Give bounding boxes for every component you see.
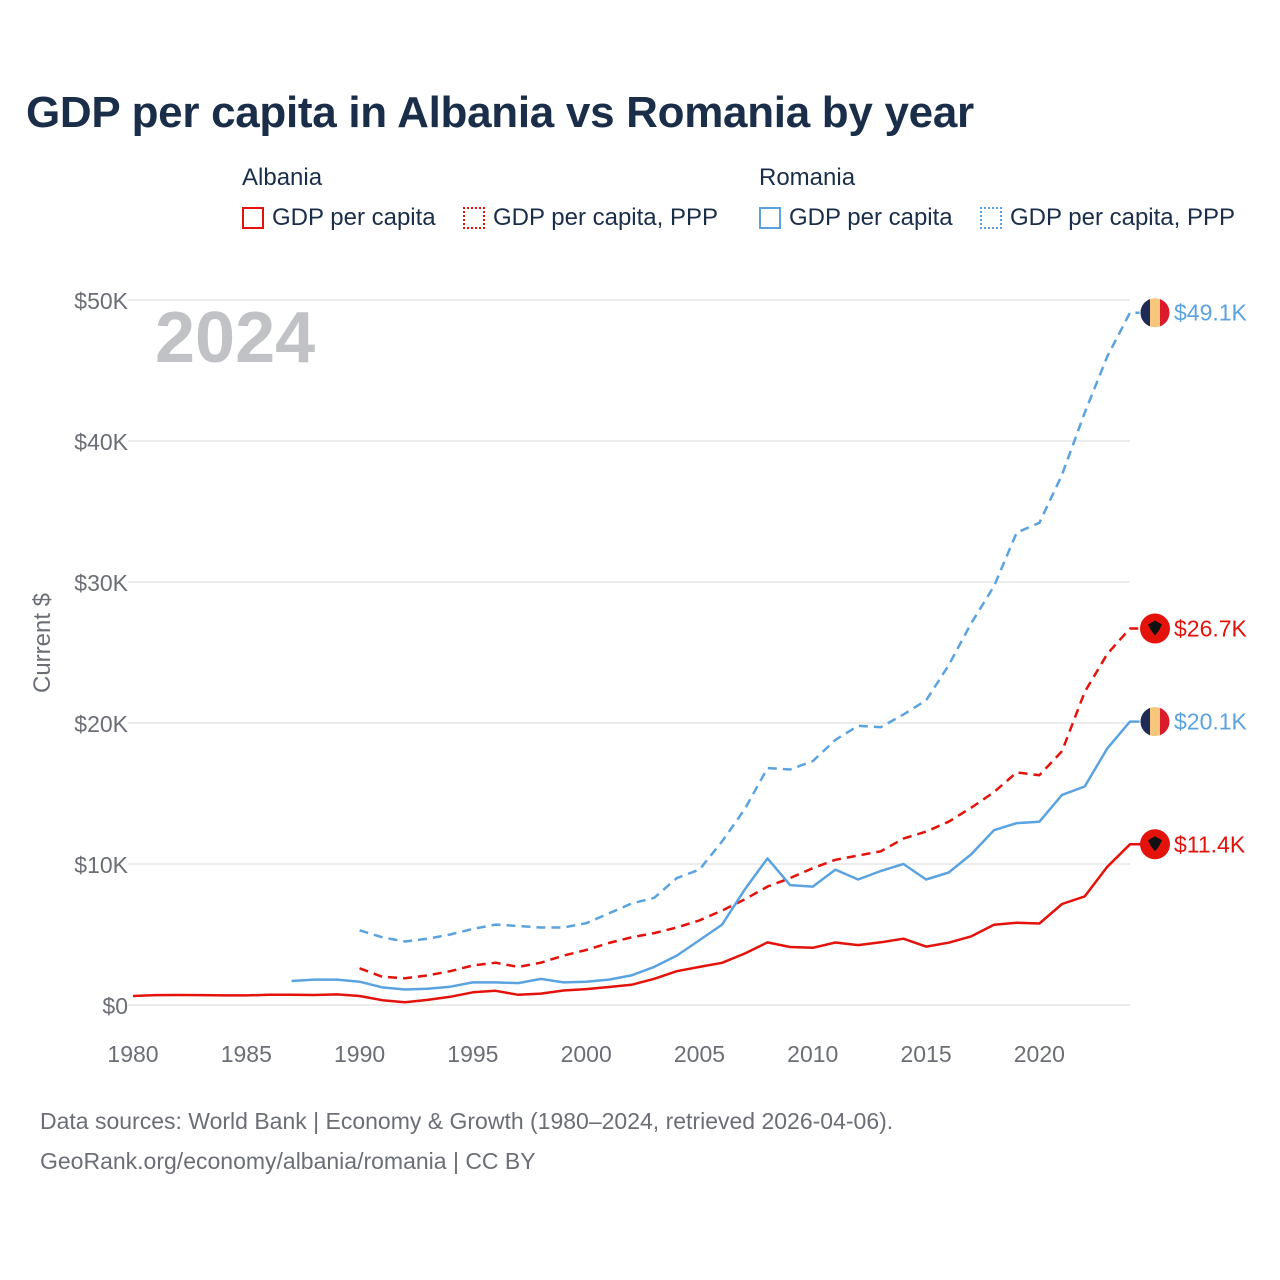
albania-flag-icon [1140, 829, 1170, 860]
legend-albania-gdp[interactable]: GDP per capita [242, 204, 436, 232]
series-end-label: $11.4K [1174, 831, 1246, 857]
x-tick-label: 1995 [447, 1041, 498, 1067]
legend-albania-gdp-ppp[interactable]: GDP per capita, PPP [463, 204, 718, 232]
x-tick-label: 2020 [1014, 1041, 1065, 1067]
legend-albania-title: Albania [242, 164, 323, 191]
x-tick-label: 2005 [674, 1041, 725, 1067]
legend-romania-gdp[interactable]: GDP per capita [759, 204, 953, 232]
y-tick-label: $40K [74, 429, 128, 455]
legend-label: GDP per capita [272, 204, 436, 231]
year-watermark: 2024 [155, 298, 315, 378]
series-layer [132, 311, 1141, 1004]
legend-label: GDP per capita, PPP [1010, 204, 1235, 231]
footer-url: GeoRank.org/economy/albania/romania | CC… [40, 1148, 536, 1174]
grid-layer [128, 299, 1130, 1006]
legend-label: GDP per capita, PPP [493, 204, 718, 231]
legend-label: GDP per capita [789, 204, 953, 231]
footer-sources: Data sources: World Bank | Economy & Gro… [40, 1108, 894, 1134]
romania-flag-icon [1139, 297, 1171, 329]
series-line[interactable] [359, 311, 1141, 943]
series-end-label: $20.1K [1174, 709, 1248, 735]
albania-flag-icon [1140, 613, 1170, 644]
x-tick-label: 1990 [334, 1041, 385, 1067]
series-end-label: $26.7K [1174, 616, 1248, 642]
series-end-label: $49.1K [1174, 300, 1248, 326]
series-line[interactable] [291, 720, 1141, 991]
y-tick-label: $10K [74, 852, 128, 878]
x-tick-label: 2000 [561, 1041, 612, 1067]
y-tick-label: $0 [102, 993, 128, 1019]
legend-romania-gdp-ppp[interactable]: GDP per capita, PPP [980, 204, 1235, 232]
x-tick-label: 1985 [221, 1041, 272, 1067]
romania-flag-icon [1139, 706, 1171, 738]
x-tick-label: 2015 [900, 1041, 951, 1067]
solid-swatch-icon [242, 207, 264, 229]
x-tick-label: 2010 [787, 1041, 838, 1067]
y-tick-label: $30K [74, 570, 128, 596]
chart-title: GDP per capita in Albania vs Romania by … [26, 88, 974, 137]
y-axis-label: Current $ [29, 593, 56, 693]
x-tick-label: 1980 [107, 1041, 158, 1067]
y-tick-label: $20K [74, 711, 128, 737]
legend-romania-title: Romania [759, 164, 856, 191]
y-tick-label: $50K [74, 288, 128, 314]
dotted-swatch-icon [980, 207, 1002, 229]
axis-layer: $0 $10K $20K $30K $40K $50K 1980 1985 1990 1995 20… [74, 288, 1065, 1067]
series-line[interactable] [359, 627, 1141, 980]
series-line[interactable] [132, 843, 1141, 1004]
dotted-swatch-icon [463, 207, 485, 229]
solid-swatch-icon [759, 207, 781, 229]
marker-layer: $11.4K $26.7K $20.1K $49.1K [1139, 297, 1248, 860]
chart-plot: 2024 Current $ $0 $10K $20K $30K $40K $50K 198… [29, 288, 1248, 1067]
